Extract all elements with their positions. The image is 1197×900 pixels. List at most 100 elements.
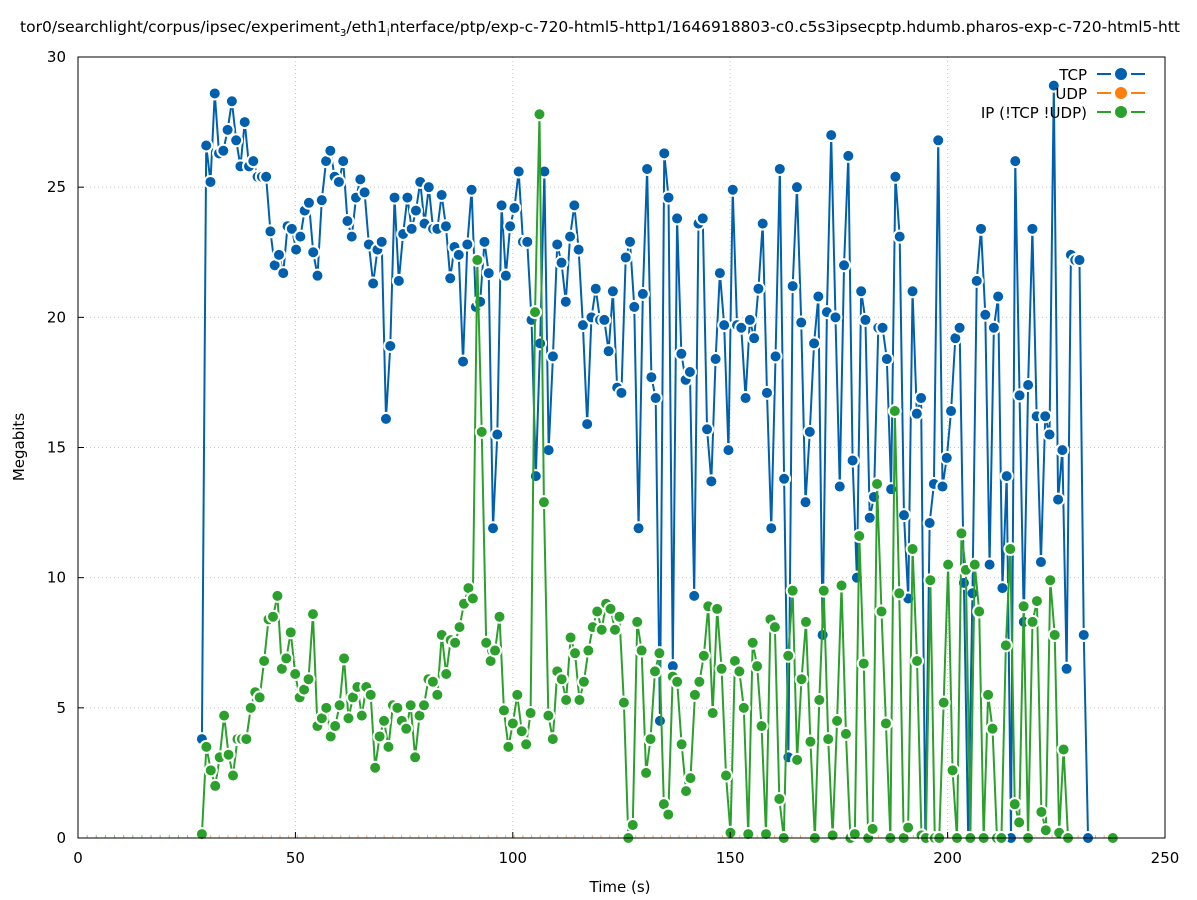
data-point <box>572 693 587 708</box>
data-point <box>811 289 826 304</box>
data-point <box>616 695 631 710</box>
data-point <box>520 234 535 249</box>
data-point <box>935 479 950 494</box>
data-point <box>580 417 595 432</box>
data-point <box>301 195 316 210</box>
data-point <box>1059 661 1074 676</box>
data-point <box>704 474 719 489</box>
data-point <box>772 791 787 806</box>
data-point <box>670 211 685 226</box>
data-point <box>217 708 232 723</box>
data-point <box>755 216 770 231</box>
data-point <box>838 726 853 741</box>
data-point <box>532 107 547 122</box>
data-point <box>631 521 646 536</box>
data-point <box>695 211 710 226</box>
data-point <box>683 771 698 786</box>
data-point <box>825 828 840 843</box>
data-point <box>714 661 729 676</box>
data-point <box>391 273 406 288</box>
data-point <box>283 625 298 640</box>
data-point <box>858 312 873 327</box>
data-point <box>878 716 893 731</box>
data-point <box>332 698 347 713</box>
data-point <box>568 646 583 661</box>
y-tick-label: 10 <box>47 569 66 587</box>
data-point <box>276 266 291 281</box>
data-point <box>978 307 993 322</box>
data-point <box>719 768 734 783</box>
data-point <box>670 674 685 689</box>
data-point <box>824 128 839 143</box>
data-point <box>257 653 272 668</box>
data-point <box>725 182 740 197</box>
data-point <box>1056 742 1071 757</box>
data-point <box>618 250 633 265</box>
grid <box>78 57 1165 838</box>
data-point <box>199 739 214 754</box>
data-point <box>981 687 996 702</box>
data-point <box>383 338 398 353</box>
title-subscript: 3 <box>340 28 347 40</box>
data-point <box>772 161 787 176</box>
data-point <box>644 370 659 385</box>
data-point <box>828 310 843 325</box>
series-line <box>200 85 1090 839</box>
data-point <box>634 643 649 658</box>
data-point <box>439 666 454 681</box>
data-point <box>452 620 467 635</box>
data-point <box>1038 823 1053 838</box>
data-point <box>777 471 792 486</box>
data-point <box>289 242 304 257</box>
y-tick-label: 5 <box>56 699 66 717</box>
data-point <box>252 690 267 705</box>
data-point <box>941 557 956 572</box>
data-point <box>390 700 405 715</box>
data-point <box>203 763 218 778</box>
data-point <box>856 656 871 671</box>
data-point <box>465 591 480 606</box>
data-point <box>363 687 378 702</box>
data-point <box>830 713 845 728</box>
data-point <box>1012 815 1027 830</box>
data-point <box>754 719 769 734</box>
data-point <box>888 169 903 184</box>
data-point <box>922 515 937 530</box>
data-point <box>862 510 877 525</box>
data-point <box>510 687 525 702</box>
data-point <box>612 609 627 624</box>
data-point <box>581 643 596 658</box>
data-point <box>750 659 765 674</box>
data-point <box>514 724 529 739</box>
data-point <box>239 732 254 747</box>
data-point <box>265 609 280 624</box>
data-point <box>790 752 805 767</box>
data-point <box>203 174 218 189</box>
legend-label: IP (!TCP !UDP) <box>981 104 1087 122</box>
data-point <box>1076 627 1091 642</box>
data-point <box>847 827 862 842</box>
data-point <box>648 391 663 406</box>
data-point <box>387 190 402 205</box>
data-point <box>643 732 658 747</box>
data-point <box>1038 409 1053 424</box>
series-layer <box>77 78 1120 845</box>
data-point <box>905 542 920 557</box>
data-point <box>344 229 359 244</box>
data-point <box>368 760 383 775</box>
data-point <box>353 172 368 187</box>
data-point <box>622 234 637 249</box>
data-point <box>816 583 831 598</box>
data-point <box>490 427 505 442</box>
data-point <box>721 443 736 458</box>
data-point <box>887 404 902 419</box>
data-point <box>243 700 258 715</box>
data-point <box>474 424 489 439</box>
data-point <box>594 622 609 637</box>
data-point <box>640 161 655 176</box>
data-point <box>400 190 415 205</box>
data-point <box>479 635 494 650</box>
data-point <box>1029 594 1044 609</box>
data-point <box>764 521 779 536</box>
